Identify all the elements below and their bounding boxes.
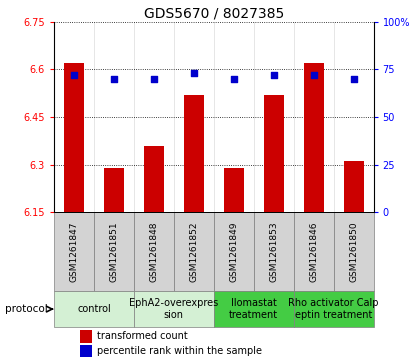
Text: GSM1261851: GSM1261851 [110,221,118,282]
Text: GSM1261847: GSM1261847 [69,221,78,282]
Bar [294,212,334,291]
Bar [184,95,204,212]
Text: GSM1261853: GSM1261853 [269,221,278,282]
Bar [80,344,92,357]
Title: GDS5670 / 8027385: GDS5670 / 8027385 [144,7,284,21]
Bar [304,63,324,212]
Point [270,72,277,78]
Point [110,76,117,82]
Point [350,76,357,82]
Bar [174,212,214,291]
Text: GSM1261848: GSM1261848 [149,221,158,282]
Point [71,72,77,78]
Bar [104,168,124,212]
Text: transformed count: transformed count [97,331,188,342]
Point [310,72,317,78]
Text: GSM1261852: GSM1261852 [189,221,198,282]
Text: control: control [77,304,111,314]
Bar [134,291,214,327]
Text: EphA2-overexpres
sion: EphA2-overexpres sion [129,298,218,320]
Text: Rho activator Calp
eptin treatment: Rho activator Calp eptin treatment [288,298,379,320]
Bar [144,146,164,212]
Text: GSM1261850: GSM1261850 [349,221,358,282]
Bar [80,330,92,343]
Bar [214,291,294,327]
Point [190,70,197,76]
Bar [94,212,134,291]
Bar [54,212,94,291]
Text: GSM1261846: GSM1261846 [309,221,318,282]
Bar [254,212,294,291]
Bar [64,63,84,212]
Text: Ilomastat
treatment: Ilomastat treatment [229,298,278,320]
Bar [294,291,374,327]
Bar [224,168,244,212]
Bar [214,212,254,291]
Point [151,76,157,82]
Text: GSM1261849: GSM1261849 [229,221,238,282]
Bar [134,212,174,291]
Bar [334,212,374,291]
Text: percentile rank within the sample: percentile rank within the sample [97,346,262,356]
Bar [54,291,134,327]
Bar [264,95,283,212]
Text: protocol: protocol [5,304,48,314]
Point [230,76,237,82]
Bar [344,162,364,212]
